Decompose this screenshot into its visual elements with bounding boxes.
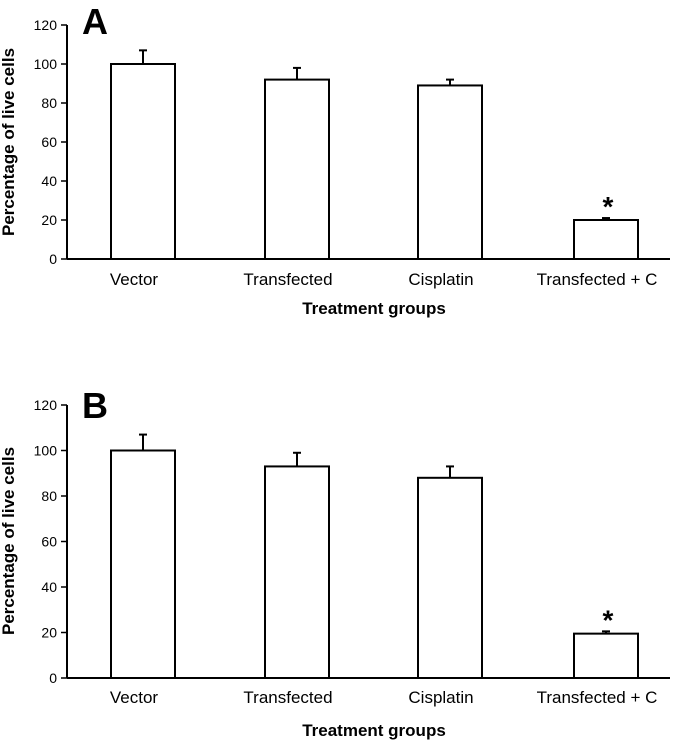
significance-star: * [603, 604, 614, 635]
x-category-label: Vector [110, 270, 159, 289]
chart-panel-b: 0 20 40 60 80 100 120 Vector Transfected Cisplati… [0, 385, 670, 740]
y-tick-label: 80 [41, 488, 57, 504]
x-category-label: Transfected [243, 688, 332, 707]
x-category-label: Transfected + C [537, 688, 658, 707]
x-axis-title: Treatment groups [302, 299, 446, 318]
bar [110, 449, 176, 679]
y-axis-title: Percentage of live cells [0, 48, 18, 236]
y-tick-label: 40 [41, 579, 57, 595]
x-category-label: Cisplatin [408, 270, 473, 289]
y-tick-label: 0 [49, 670, 57, 686]
y-tick-label: 100 [34, 443, 58, 459]
y-tick-label: 20 [41, 625, 57, 641]
bar [110, 63, 176, 260]
x-category-label: Cisplatin [408, 688, 473, 707]
y-tick-label: 100 [34, 56, 58, 72]
bar [264, 465, 330, 679]
bar [417, 476, 483, 679]
bar [573, 632, 639, 680]
y-tick-label: 120 [34, 397, 58, 413]
significance-star: * [603, 191, 614, 222]
y-axis-title: Percentage of live cells [0, 447, 18, 635]
panel-letter: A [82, 1, 108, 42]
x-axis-title: Treatment groups [302, 721, 446, 740]
y-tick-label: 60 [41, 534, 57, 550]
bar [264, 78, 330, 260]
x-category-label: Vector [110, 688, 159, 707]
bar [573, 219, 639, 260]
x-category-label: Transfected [243, 270, 332, 289]
x-category-label: Transfected + C [537, 270, 658, 289]
y-tick-label: 0 [49, 251, 57, 267]
y-tick-label: 60 [41, 134, 57, 150]
y-tick-label: 80 [41, 95, 57, 111]
y-tick-label: 20 [41, 212, 57, 228]
y-tick-label: 40 [41, 173, 57, 189]
panel-letter: B [82, 385, 108, 426]
y-tick-label: 120 [34, 17, 58, 33]
chart-panel-a: 0 20 40 60 80 100 120 Vector Transfected Cisplati… [0, 1, 670, 318]
bar [417, 84, 483, 260]
